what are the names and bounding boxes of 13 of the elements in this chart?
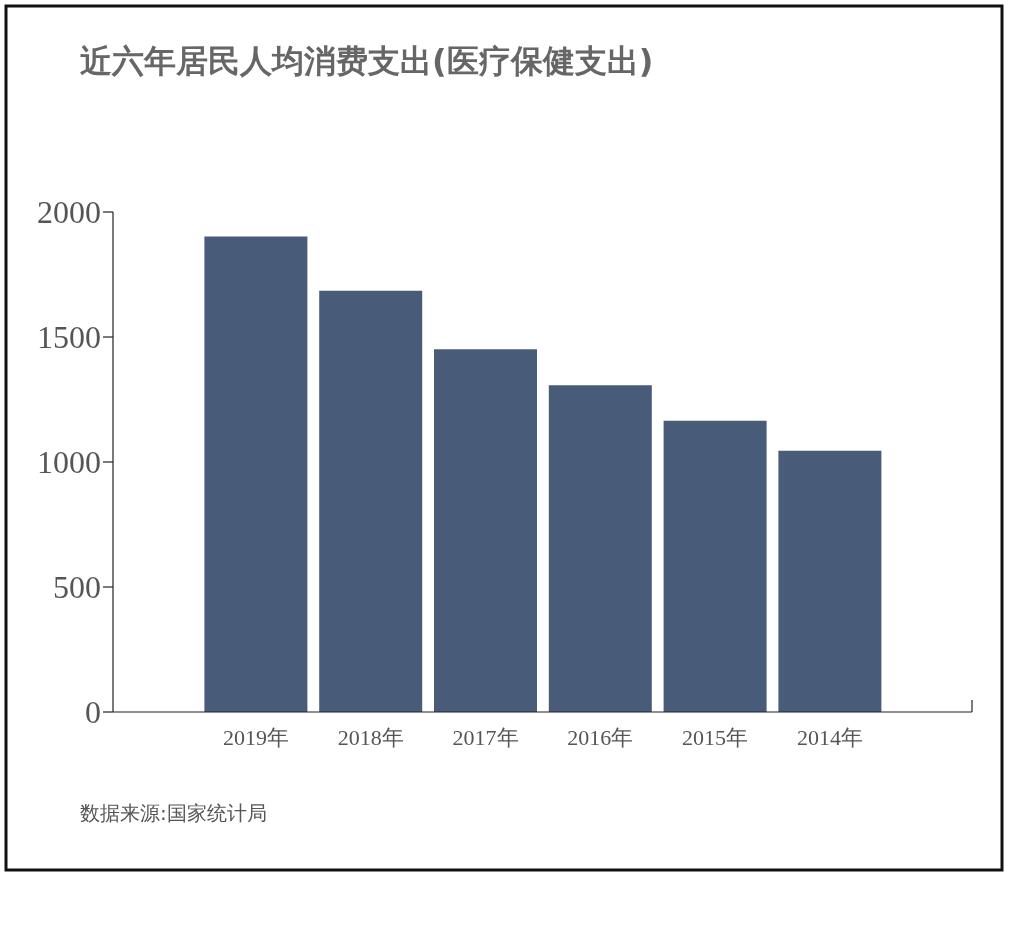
x-tick-label: 2016年 xyxy=(567,725,634,750)
y-tick-label: 0 xyxy=(85,694,101,730)
x-tick-label: 2015年 xyxy=(682,725,749,750)
y-tick-label: 1500 xyxy=(37,319,101,355)
y-tick-label: 2000 xyxy=(37,194,101,230)
source-note: 数据来源:国家统计局 xyxy=(80,801,267,825)
y-tick-label: 1000 xyxy=(37,444,101,480)
y-tick-label: 500 xyxy=(53,569,101,605)
chart-title: 近六年居民人均消费支出(医疗保健支出) xyxy=(80,42,654,80)
x-tick-label: 2014年 xyxy=(796,725,863,750)
x-tick-label: 2019年 xyxy=(222,725,289,750)
x-tick-label: 2017年 xyxy=(452,725,519,750)
x-tick-label: 2018年 xyxy=(337,725,404,750)
